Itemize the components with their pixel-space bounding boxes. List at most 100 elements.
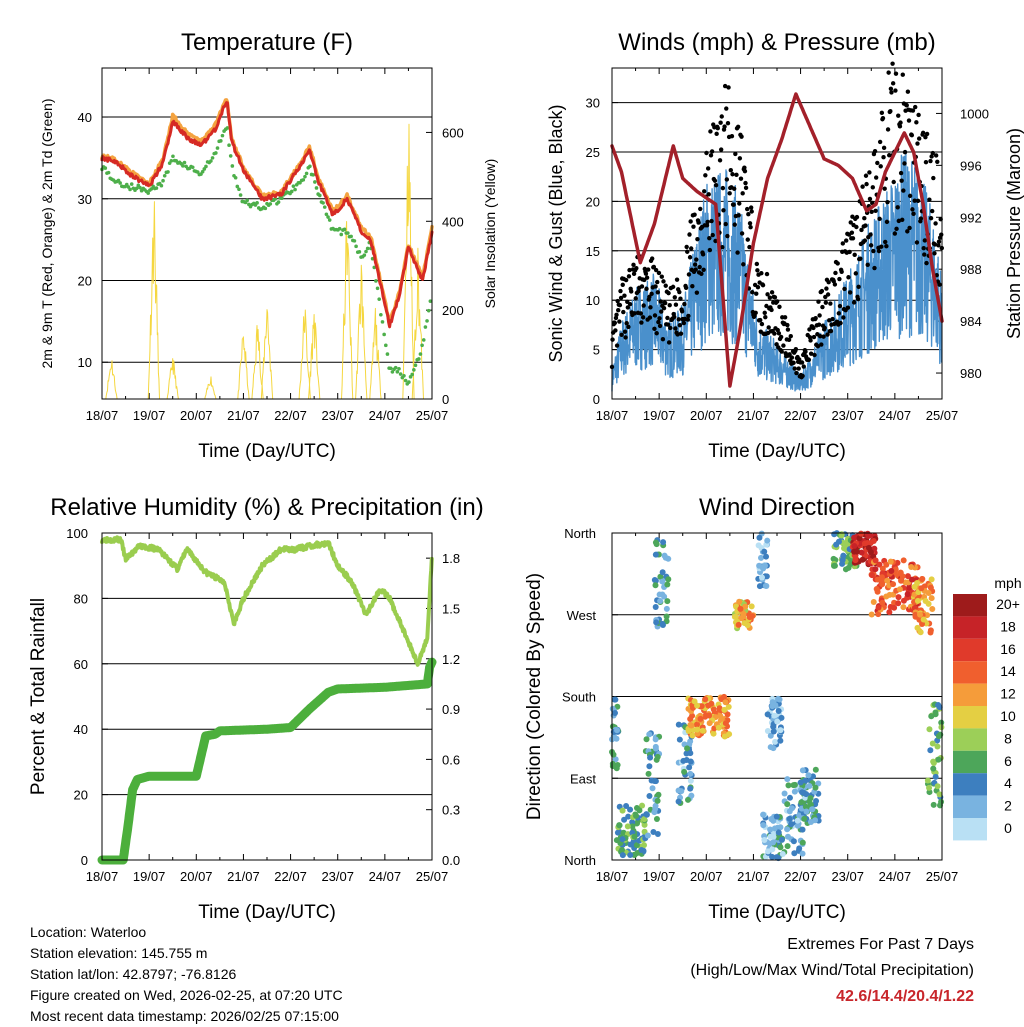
sonic-wind-line	[611, 149, 943, 392]
winds-panel: Winds (mph) & Pressure (mb) Time (Day/UTC…	[546, 29, 1024, 462]
pressure-ytick-label: 984	[960, 314, 982, 329]
gust-point	[764, 271, 770, 277]
gust-point	[659, 309, 664, 314]
gust-point	[620, 282, 625, 287]
direction-point	[928, 576, 935, 583]
direction-xtick-label: 19/07	[643, 869, 676, 884]
direction-point	[838, 532, 845, 539]
direction-ytick-label: North	[564, 853, 596, 868]
dewpoint-point	[220, 133, 225, 138]
gust-point	[713, 238, 718, 244]
humidity-xtick-label: 24/07	[369, 869, 402, 884]
gust-point	[899, 178, 904, 183]
dewpoint-point	[308, 164, 312, 169]
dewpoint-point	[106, 170, 111, 175]
gust-point	[715, 126, 720, 131]
direction-point	[806, 782, 813, 789]
winds-frame	[611, 67, 943, 400]
gust-point	[933, 221, 938, 226]
colorbar-label: 12	[1000, 686, 1016, 702]
dewpoint-point	[204, 164, 208, 169]
elevation-text: Station elevation: 145.755 m	[30, 945, 208, 961]
gust-point	[643, 271, 649, 276]
dewpoint-point	[118, 181, 122, 185]
gust-point	[621, 309, 626, 315]
temperature-ytick-label: 40	[78, 110, 92, 125]
dewpoint-point	[301, 178, 306, 182]
direction-point	[896, 586, 903, 593]
direction-point	[632, 812, 639, 819]
gust-point	[730, 172, 735, 177]
gust-point	[749, 209, 754, 214]
gust-point	[853, 271, 859, 276]
gust-point	[888, 109, 893, 114]
gust-point	[626, 274, 632, 279]
humidity-xtick-label: 19/07	[133, 869, 166, 884]
gust-point	[681, 320, 687, 326]
gust-point	[614, 312, 619, 317]
gust-point	[932, 242, 938, 247]
dewpoint-point	[418, 352, 423, 356]
dewpoint-point	[374, 279, 378, 283]
direction-point	[661, 593, 668, 600]
gust-point	[839, 269, 844, 274]
gust-point	[644, 275, 650, 280]
solar-insolation-line	[260, 309, 274, 400]
gust-point	[672, 295, 677, 300]
dewpoint-point	[255, 201, 259, 205]
dewpoint-point	[245, 198, 249, 203]
colorbar-label: 20+	[996, 596, 1020, 612]
dewpoint-point	[219, 139, 223, 143]
direction-point	[891, 604, 898, 611]
gust-point	[886, 70, 891, 75]
gust-point	[649, 256, 655, 261]
temperature-xtick-label: 24/07	[369, 408, 402, 423]
gust-point	[901, 188, 906, 193]
gust-point	[624, 321, 629, 326]
gust-point	[817, 334, 823, 339]
gust-point	[689, 246, 694, 251]
gust-point	[794, 370, 799, 376]
gust-point	[846, 275, 851, 280]
gust-point	[673, 326, 678, 331]
direction-point	[870, 599, 877, 606]
winds-ytick-label: 20	[586, 194, 600, 209]
gust-point	[627, 301, 633, 307]
direction-point	[925, 590, 932, 597]
gust-point	[891, 179, 896, 185]
solar-insolation-line	[308, 314, 321, 400]
gust-point	[915, 141, 920, 146]
dewpoint-point	[313, 180, 317, 184]
direction-point	[858, 549, 865, 556]
gust-point	[728, 168, 733, 173]
direction-point	[768, 815, 775, 822]
colorbar-unit: mph	[994, 575, 1021, 591]
colorbar-label: 2	[1004, 798, 1012, 814]
dewpoint-point	[233, 175, 238, 180]
direction-point	[879, 565, 886, 572]
gust-point	[927, 197, 932, 202]
direction-point	[938, 719, 945, 726]
dewpoint-point	[390, 370, 395, 374]
gust-point	[868, 232, 873, 237]
direction-point	[688, 792, 695, 799]
gust-point	[833, 270, 838, 276]
direction-point	[914, 624, 921, 631]
dewpoint-point	[209, 159, 213, 163]
gust-point	[912, 198, 917, 203]
gust-point	[868, 243, 874, 248]
winds-xtick-label: 23/07	[831, 408, 864, 423]
direction-point	[870, 538, 877, 545]
gust-point	[826, 280, 831, 285]
solar-insolation-line	[105, 360, 118, 400]
gust-point	[632, 311, 637, 316]
direction-point	[833, 541, 840, 548]
gust-point	[709, 218, 714, 224]
dewpoint-point	[413, 363, 418, 368]
direction-point	[614, 727, 621, 734]
direction-point	[610, 751, 617, 758]
gust-point	[755, 268, 760, 273]
gust-point	[677, 289, 682, 295]
direction-point	[840, 552, 847, 559]
gust-point	[789, 355, 795, 360]
